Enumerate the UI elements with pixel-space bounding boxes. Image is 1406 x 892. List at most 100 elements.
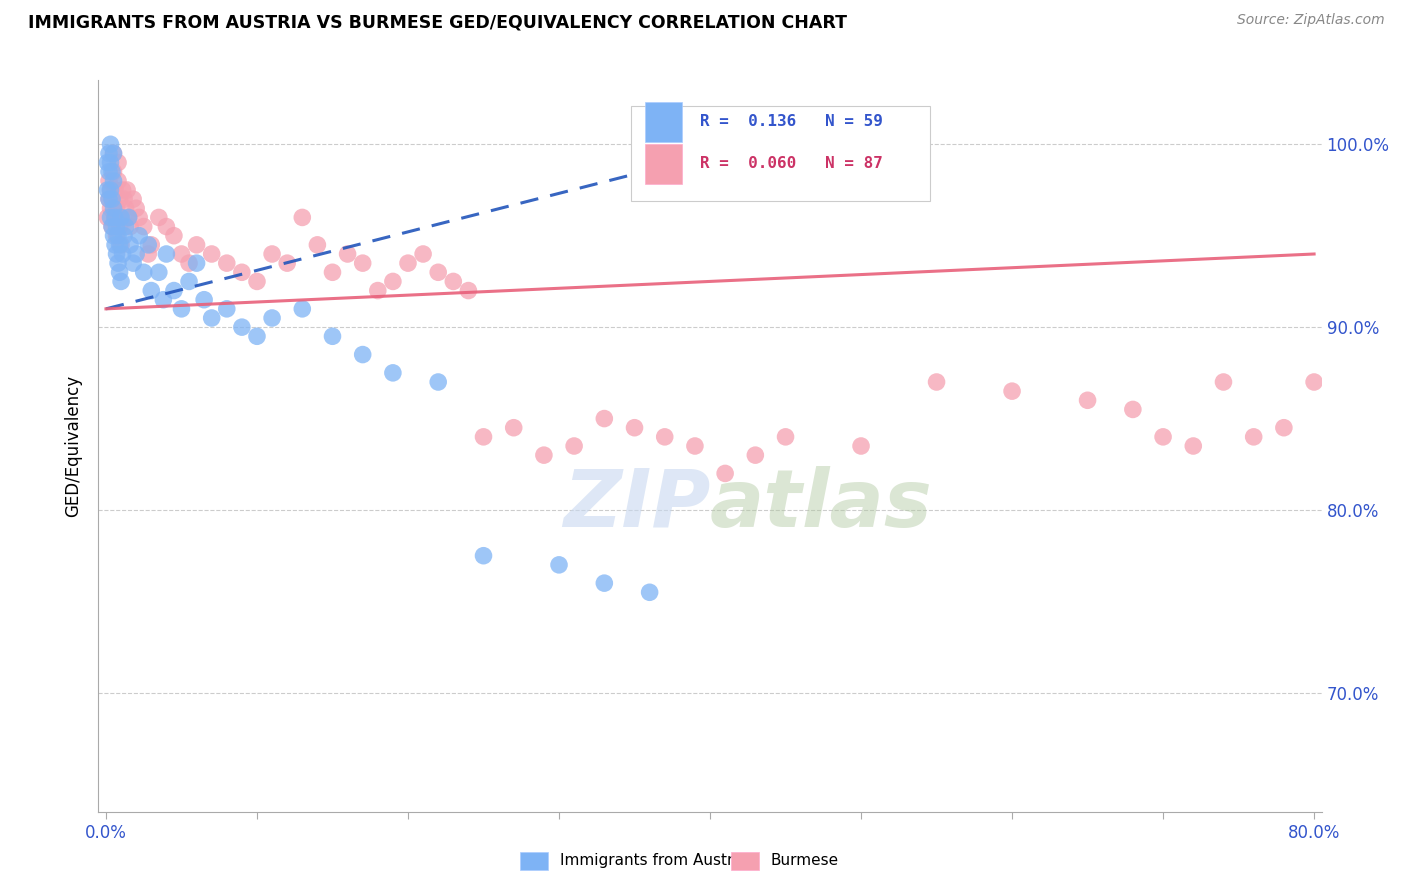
Point [117,211,139,225]
Point [321,265,343,279]
Y-axis label: GED/Equivalency: GED/Equivalency [65,375,83,517]
Point [104,211,127,225]
Point [122,192,145,206]
Point [412,247,434,261]
FancyBboxPatch shape [630,106,931,201]
Point [1212,375,1234,389]
Point [105,228,128,243]
Point [107,228,129,243]
Point [125,247,148,261]
Point [1243,430,1265,444]
Point [201,247,224,261]
Point [98,164,121,178]
Point [101,192,124,206]
Point [177,274,200,288]
Point [548,558,571,572]
Point [108,192,131,206]
Point [148,265,170,279]
Point [163,284,186,298]
Point [125,201,148,215]
Point [427,375,450,389]
Point [1272,420,1295,434]
Point [177,256,200,270]
Point [104,183,127,197]
Point [336,247,359,261]
Point [262,310,284,325]
Point [98,146,121,161]
Point [96,183,118,197]
Point [502,420,524,434]
Point [186,238,208,252]
Point [128,228,150,243]
Point [141,284,163,298]
Point [132,219,155,234]
Bar [645,144,682,184]
Point [457,284,479,298]
Point [246,329,269,343]
Point [100,183,122,197]
Point [1393,714,1406,728]
Point [101,219,124,234]
Point [683,439,706,453]
Point [1077,393,1099,408]
Point [110,211,132,225]
Point [104,211,127,225]
Point [105,219,128,234]
Point [441,274,464,288]
Point [321,329,343,343]
Point [1182,439,1205,453]
Point [114,219,136,234]
Point [114,201,136,215]
Point [98,192,121,206]
Point [108,265,131,279]
Point [654,430,676,444]
Point [1152,430,1174,444]
Point [105,201,128,215]
Point [291,301,314,316]
Point [472,549,495,563]
Point [155,247,177,261]
Point [100,201,122,215]
Point [120,238,142,252]
Text: atlas: atlas [710,466,932,543]
Point [100,155,122,169]
Point [136,238,159,252]
Point [103,146,125,161]
Point [117,211,139,225]
Point [593,411,616,425]
Point [231,320,253,334]
Point [396,256,419,270]
Point [381,366,404,380]
Point [107,256,129,270]
Point [122,256,145,270]
Point [100,211,122,225]
Point [1001,384,1024,399]
Point [105,247,128,261]
Point [849,439,872,453]
Point [291,211,314,225]
Point [98,192,121,206]
Bar [645,102,682,142]
Point [638,585,661,599]
Text: Burmese: Burmese [770,854,838,868]
Point [276,256,298,270]
Point [110,238,132,252]
Point [110,211,132,225]
Point [103,228,125,243]
Point [1364,723,1386,737]
Point [155,219,177,234]
Point [562,439,585,453]
Text: ZIP: ZIP [562,466,710,543]
Point [100,137,122,152]
Point [128,211,150,225]
Point [132,265,155,279]
Point [120,219,142,234]
Point [115,183,138,197]
Point [112,192,135,206]
Point [1122,402,1144,417]
Point [101,192,124,206]
Point [111,247,134,261]
Point [163,228,186,243]
Point [307,238,329,252]
Point [367,284,389,298]
